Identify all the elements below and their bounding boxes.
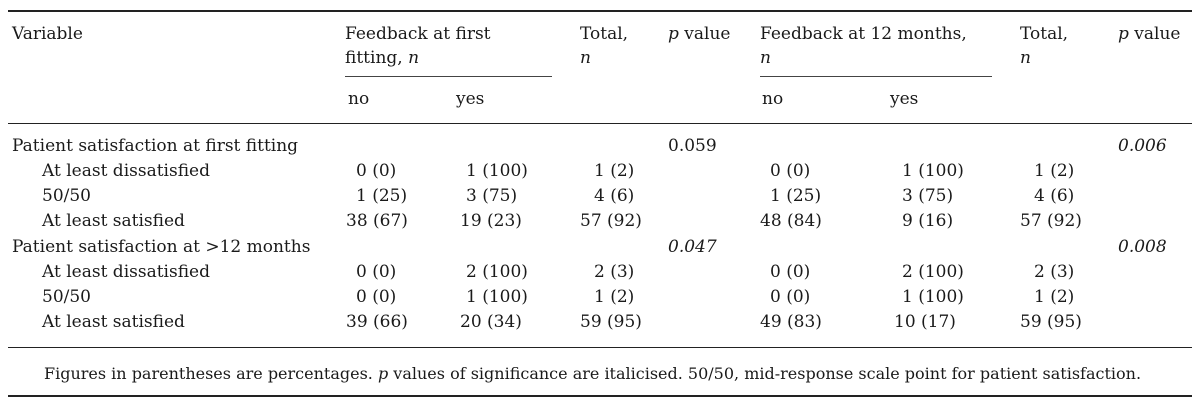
cell-no-first: 38 (67) xyxy=(346,211,408,231)
footnote-p-symbol: p xyxy=(377,364,389,383)
cell-no-first: 0 (0) xyxy=(356,161,397,181)
p-symbol: p xyxy=(668,24,679,44)
cell-yes-12: 3 (75) xyxy=(902,186,954,206)
feedback-12-underline xyxy=(760,76,992,77)
body-bottom-rule xyxy=(8,347,1192,348)
row-label: At least dissatisfied xyxy=(42,262,210,282)
table-footnote: Figures in parentheses are percentages. … xyxy=(44,364,1141,384)
header-yes-1: yes xyxy=(456,89,485,109)
cell-no-12: 49 (83) xyxy=(760,312,822,332)
cell-total-first: 1 (2) xyxy=(594,161,635,181)
cell-total-first: 2 (3) xyxy=(594,262,635,282)
header-feedback-first-line2: fitting, n xyxy=(345,48,419,68)
cell-yes-12: 1 (100) xyxy=(902,161,964,181)
row-label: At least satisfied xyxy=(42,312,185,332)
cell-no-12: 0 (0) xyxy=(770,161,811,181)
header-variable: Variable xyxy=(12,24,83,44)
group-p-first: 0.047 xyxy=(668,237,717,257)
header-no-2: no xyxy=(762,89,784,109)
group-label: Patient satisfaction at first fitting xyxy=(12,136,299,156)
cell-no-12: 48 (84) xyxy=(760,211,822,231)
cell-total-12: 1 (2) xyxy=(1034,287,1075,307)
group-p-first: 0.059 xyxy=(668,136,717,156)
cell-total-first: 59 (95) xyxy=(580,312,642,332)
header-total2-n: n xyxy=(1020,48,1031,68)
header-total1-line1: Total, xyxy=(580,24,629,44)
header-p-value-2: p value xyxy=(1118,24,1180,44)
cell-total-first: 1 (2) xyxy=(594,287,635,307)
header-feedback-first-line1: Feedback at first xyxy=(345,24,491,44)
p-value-text: value xyxy=(678,24,731,44)
cell-yes-12: 10 (17) xyxy=(894,312,956,332)
header-feedback-12-n: n xyxy=(760,48,771,68)
feedback-first-underline xyxy=(345,76,552,77)
row-label: 50/50 xyxy=(42,186,91,206)
cell-yes-first: 19 (23) xyxy=(460,211,522,231)
group-p-12: 0.008 xyxy=(1118,237,1167,257)
cell-no-12: 1 (25) xyxy=(770,186,822,206)
cell-no-first: 1 (25) xyxy=(356,186,408,206)
header-bottom-rule xyxy=(8,123,1192,124)
cell-total-first: 57 (92) xyxy=(580,211,642,231)
p-value-text: value xyxy=(1128,24,1181,44)
cell-no-first: 39 (66) xyxy=(346,312,408,332)
feedback-first-fitting-text: fitting, xyxy=(345,48,409,68)
top-rule xyxy=(8,10,1192,12)
row-label: 50/50 xyxy=(42,287,91,307)
cell-no-first: 0 (0) xyxy=(356,287,397,307)
cell-yes-first: 1 (100) xyxy=(466,161,528,181)
cell-yes-first: 20 (34) xyxy=(460,312,522,332)
cell-yes-12: 9 (16) xyxy=(902,211,954,231)
cell-yes-12: 2 (100) xyxy=(902,262,964,282)
cell-yes-first: 3 (75) xyxy=(466,186,518,206)
cell-total-12: 59 (95) xyxy=(1020,312,1082,332)
header-yes-2: yes xyxy=(890,89,919,109)
p-symbol: p xyxy=(1118,24,1129,44)
cell-total-12: 57 (92) xyxy=(1020,211,1082,231)
cell-yes-first: 2 (100) xyxy=(466,262,528,282)
n-symbol: n xyxy=(408,48,420,68)
header-total2-line1: Total, xyxy=(1020,24,1069,44)
group-label: Patient satisfaction at >12 months xyxy=(12,237,311,257)
cell-total-12: 4 (6) xyxy=(1034,186,1075,206)
header-no-1: no xyxy=(348,89,370,109)
cell-yes-12: 1 (100) xyxy=(902,287,964,307)
row-label: At least satisfied xyxy=(42,211,185,231)
footnote-part2: values of significance are italicised. 5… xyxy=(388,364,1142,383)
cell-total-12: 2 (3) xyxy=(1034,262,1075,282)
cell-total-12: 1 (2) xyxy=(1034,161,1075,181)
cell-no-12: 0 (0) xyxy=(770,287,811,307)
group-p-12: 0.006 xyxy=(1118,136,1167,156)
bottom-rule xyxy=(8,395,1192,397)
header-p-value-1: p value xyxy=(668,24,730,44)
row-label: At least dissatisfied xyxy=(42,161,210,181)
footnote-part1: Figures in parentheses are percentages. xyxy=(44,364,378,383)
header-feedback-12-line1: Feedback at 12 months, xyxy=(760,24,967,44)
cell-total-first: 4 (6) xyxy=(594,186,635,206)
cell-yes-first: 1 (100) xyxy=(466,287,528,307)
header-total1-n: n xyxy=(580,48,591,68)
cell-no-12: 0 (0) xyxy=(770,262,811,282)
cell-no-first: 0 (0) xyxy=(356,262,397,282)
